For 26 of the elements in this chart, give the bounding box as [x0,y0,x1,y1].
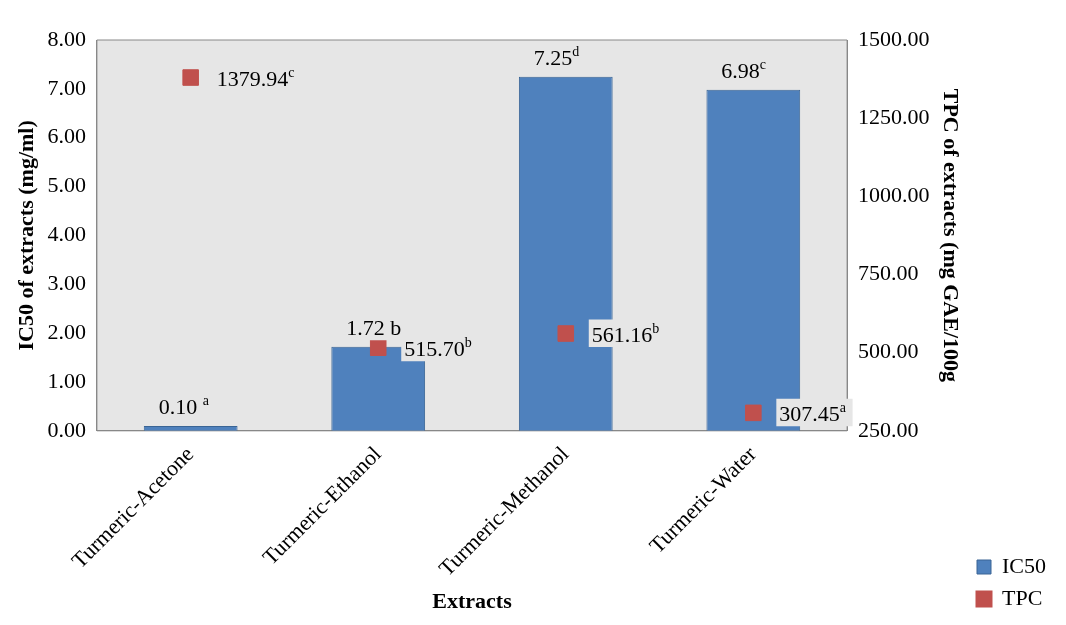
legend-label: IC50 [1002,552,1046,578]
data-label: 1.72 b [346,314,402,340]
point [745,404,762,422]
point [182,69,199,86]
x-axis-title: Extracts [432,588,513,614]
y-tick-label: 4.00 [47,221,86,247]
y2-tick-label: 500.00 [858,338,919,364]
y2-tick-label: 250.00 [858,416,919,442]
y-tick-label: 6.00 [47,123,86,149]
y2-tick-label: 750.00 [858,260,919,286]
legend-label: TPC [1002,584,1043,610]
y-tick-label: 1.00 [47,367,86,393]
y-tick-label: 8.00 [47,25,86,51]
data-label: 0.10 a [158,393,210,419]
y2-tick-label: 1000.00 [858,182,930,208]
y-tick-label: 3.00 [47,270,86,296]
y-tick-label: 0.00 [47,416,86,442]
y-axis-title: IC50 of extracts (mg/ml) [12,120,38,351]
y2-tick-label: 1250.00 [858,103,930,129]
y2-tick-label: 1500.00 [858,25,930,51]
y2-axis-title: TPC of extracts (mg GAE/100g [939,88,965,383]
point [557,325,575,342]
point [369,339,387,357]
y-tick-label: 5.00 [47,172,86,198]
y-tick-label: 2.00 [47,318,86,344]
y-tick-label: 7.00 [47,74,86,100]
